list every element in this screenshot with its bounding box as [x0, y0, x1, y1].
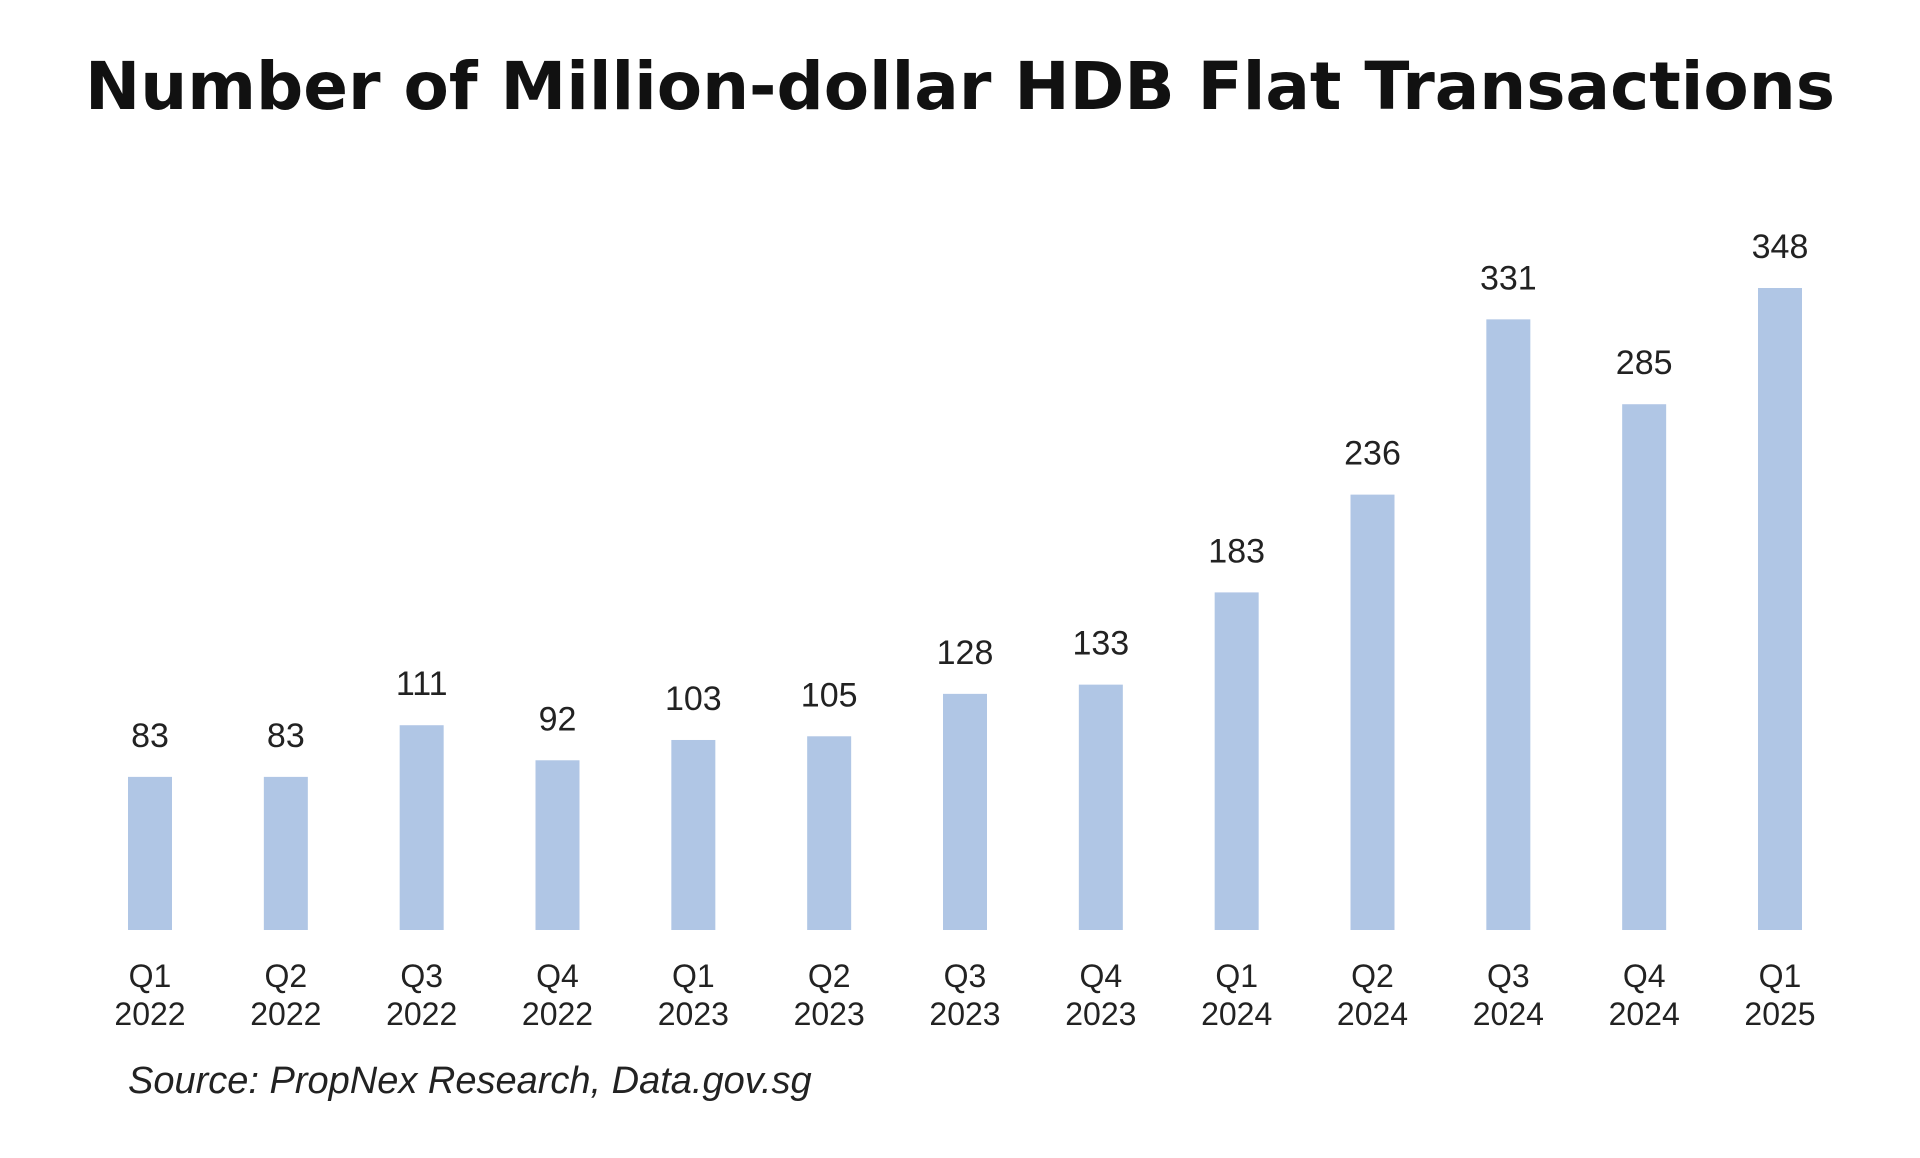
tick-label-quarter: Q3: [400, 958, 443, 994]
source-note: Source: PropNex Research, Data.gov.sg: [128, 1060, 812, 1102]
data-label: 83: [267, 717, 305, 755]
tick-label-quarter: Q1: [129, 958, 172, 994]
chart-title: Number of Million-dollar HDB Flat Transa…: [85, 48, 1835, 125]
bar-q1-2024: [1214, 592, 1259, 930]
tick-label-quarter: Q3: [1487, 958, 1530, 994]
tick-label-quarter: Q2: [264, 958, 307, 994]
tick-label-year: 2022: [386, 996, 457, 1032]
tick-label-quarter: Q4: [536, 958, 579, 994]
bar-q4-2023: [1078, 684, 1123, 930]
tick-label-quarter: Q2: [808, 958, 851, 994]
tick-label-year: 2024: [1201, 996, 1272, 1032]
tick-label-quarter: Q1: [1759, 958, 1802, 994]
tick-label-year: 2025: [1744, 996, 1815, 1032]
data-label: 128: [937, 634, 994, 672]
tick-label-year: 2023: [1065, 996, 1136, 1032]
bar-q4-2024: [1622, 404, 1667, 931]
bar-q1-2025: [1758, 288, 1802, 930]
data-label: 111: [396, 665, 448, 703]
data-label: 331: [1480, 259, 1537, 297]
tick-label-year: 2024: [1337, 996, 1408, 1032]
tick-label-quarter: Q2: [1351, 958, 1394, 994]
bar-q3-2024: [1486, 319, 1531, 930]
data-label: 348: [1752, 228, 1809, 266]
data-label: 183: [1208, 532, 1265, 570]
tick-label-quarter: Q3: [944, 958, 987, 994]
tick-label-year: 2024: [1609, 996, 1680, 1032]
tick-label-quarter: Q1: [1215, 958, 1258, 994]
data-label: 236: [1344, 435, 1401, 473]
data-label: 103: [665, 680, 722, 718]
tick-label-year: 2022: [522, 996, 593, 1032]
bar-q2-2023: [807, 736, 852, 930]
tick-label-quarter: Q4: [1623, 958, 1666, 994]
tick-label-year: 2022: [250, 996, 321, 1032]
bar-q1-2022: [128, 776, 172, 930]
tick-label-year: 2023: [794, 996, 865, 1032]
bar-q3-2023: [943, 693, 987, 930]
tick-label-quarter: Q1: [672, 958, 715, 994]
bar-q2-2024: [1350, 494, 1395, 930]
tick-label-year: 2023: [658, 996, 729, 1032]
data-label: 105: [801, 676, 858, 714]
data-label: 83: [131, 717, 169, 755]
bar-q3-2022: [399, 725, 444, 930]
tick-label-quarter: Q4: [1079, 958, 1122, 994]
data-label: 92: [539, 700, 577, 738]
tick-label-year: 2024: [1473, 996, 1544, 1032]
bar-q2-2022: [263, 776, 308, 930]
tick-label-year: 2023: [929, 996, 1000, 1032]
bar-q4-2022: [535, 760, 580, 930]
tick-label-year: 2022: [114, 996, 185, 1032]
data-label: 133: [1072, 625, 1129, 663]
bar-q1-2023: [671, 739, 716, 930]
data-label: 285: [1616, 344, 1673, 382]
